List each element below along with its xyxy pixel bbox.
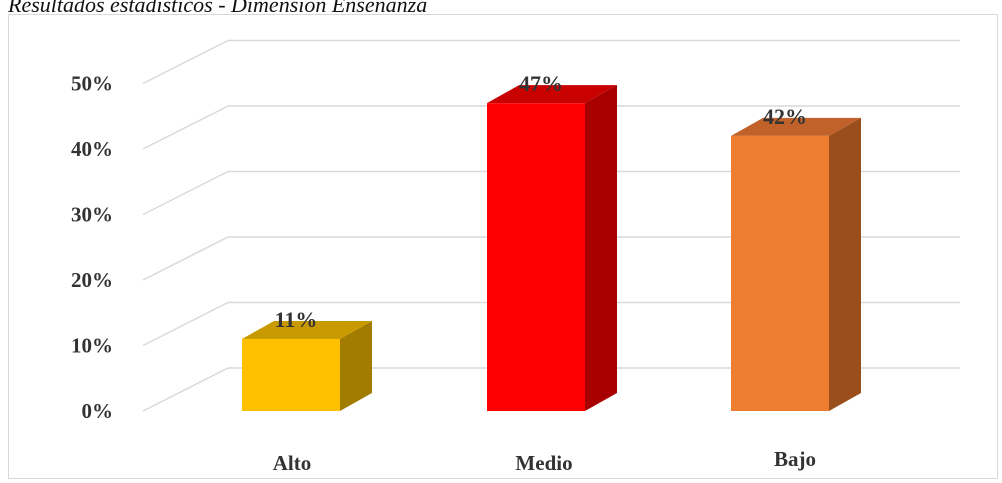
y-tick-label: 0%: [82, 399, 114, 423]
y-axis-ticks: 0% 10% 20% 30% 40% 50%: [71, 72, 113, 424]
category-label-alto: Alto: [273, 451, 312, 475]
bar-side-face: [829, 117, 861, 412]
bar-top-face: [487, 85, 617, 104]
bars: [242, 85, 861, 412]
x-axis-categories: Alto Medio Bajo: [273, 447, 816, 475]
data-label-alto: 11%: [275, 307, 318, 332]
bar-front-face: [242, 338, 340, 411]
gridline-diagonal: [142, 39, 229, 85]
data-label-bajo: 42%: [763, 104, 807, 129]
data-labels: 11% 47% 42%: [275, 71, 807, 332]
gridline-diagonal: [142, 170, 229, 216]
gridline-diagonal: [142, 236, 229, 281]
bar-side-face: [340, 320, 372, 411]
category-label-bajo: Bajo: [774, 447, 816, 471]
data-label-medio: 47%: [519, 71, 563, 96]
bar-medio: [487, 85, 617, 412]
chart-caption: Resultados estadísticos - Dimensión Ense…: [8, 0, 428, 17]
bar-top-face: [242, 320, 372, 339]
y-tick-label: 40%: [71, 137, 113, 161]
y-tick-label: 30%: [71, 203, 113, 227]
bar-top-face: [731, 117, 861, 136]
bar-alto: [242, 320, 372, 411]
bar-front-face: [731, 135, 829, 411]
y-tick-label: 50%: [71, 72, 113, 96]
bar-bajo: [731, 117, 861, 412]
gridline-diagonal: [142, 105, 229, 150]
y-tick-label: 10%: [71, 334, 113, 358]
bar-side-face: [585, 85, 617, 412]
gridline-diagonal: [142, 367, 229, 412]
y-tick-label: 20%: [71, 268, 113, 292]
gridline-diagonal: [142, 301, 229, 347]
bar-front-face: [487, 103, 585, 412]
category-label-medio: Medio: [515, 451, 572, 475]
